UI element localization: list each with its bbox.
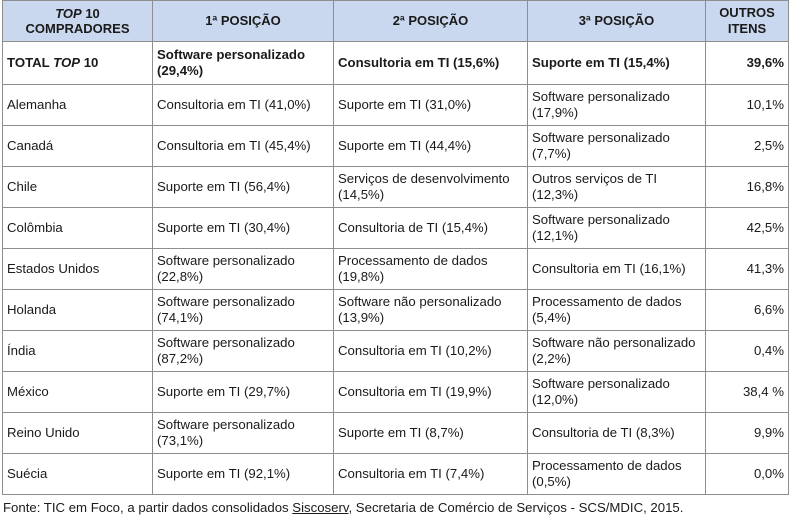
table-row: Chile Suporte em TI (56,4%) Serviços de de… — [2, 166, 789, 208]
posicao-3-cell: Software personalizado (12,0%) — [527, 371, 706, 413]
posicao-1-cell: Suporte em TI (30,4%) — [152, 207, 334, 249]
posicao-2-cell: Suporte em TI (44,4%) — [333, 125, 528, 167]
posicao-1-cell: Software personalizado (74,1%) — [152, 289, 334, 331]
posicao-3-cell: Processamento de dados (5,4%) — [527, 289, 706, 331]
posicao-3-cell: Software personalizado (7,7%) — [527, 125, 706, 167]
country-cell: Holanda — [2, 289, 153, 331]
total-posicao-1: Software personalizado (29,4%) — [152, 41, 334, 85]
outros-cell: 38,4 % — [705, 371, 789, 413]
outros-cell: 16,8% — [705, 166, 789, 208]
posicao-3-cell: Outros serviços de TI (12,3%) — [527, 166, 706, 208]
total-posicao-3: Suporte em TI (15,4%) — [527, 41, 706, 85]
posicao-3-cell: Software personalizado (17,9%) — [527, 84, 706, 126]
table-row: Colômbia Suporte em TI (30,4%) Consultoria… — [2, 207, 789, 249]
total-row: TOTAL TOP 10 Software personalizado (29,… — [2, 41, 789, 85]
country-cell: Índia — [2, 330, 153, 372]
table-row: Canadá Consultoria em TI (45,4%) Suporte e… — [2, 125, 789, 167]
country-cell: Alemanha — [2, 84, 153, 126]
country-cell: Canadá — [2, 125, 153, 167]
posicao-1-cell: Suporte em TI (92,1%) — [152, 453, 334, 495]
table-row: Holanda Software personalizado (74,1%) Sof… — [2, 289, 789, 331]
header-compradores-label: COMPRADORES — [25, 21, 130, 36]
posicao-2-cell: Consultoria em TI (10,2%) — [333, 330, 528, 372]
header-top-em: TOP — [55, 6, 82, 21]
top10-buyers-table: TOP 10 COMPRADORES 1ª POSIÇÃO 2ª POSIÇÃO… — [2, 0, 789, 495]
outros-cell: 0,0% — [705, 453, 789, 495]
outros-cell: 41,3% — [705, 248, 789, 290]
posicao-3-cell: Software personalizado (12,1%) — [527, 207, 706, 249]
posicao-1-cell: Suporte em TI (56,4%) — [152, 166, 334, 208]
table-row: México Suporte em TI (29,7%) Consultoria e… — [2, 371, 789, 413]
posicao-1-cell: Software personalizado (87,2%) — [152, 330, 334, 372]
header-posicao-1: 1ª POSIÇÃO — [152, 0, 334, 42]
table-row: Alemanha Consultoria em TI (41,0%) Suporte… — [2, 84, 789, 126]
posicao-1-cell: Software personalizado (22,8%) — [152, 248, 334, 290]
header-top-rest: 10 — [81, 6, 100, 21]
country-cell: Colômbia — [2, 207, 153, 249]
posicao-2-cell: Consultoria de TI (15,4%) — [333, 207, 528, 249]
outros-cell: 42,5% — [705, 207, 789, 249]
posicao-2-cell: Consultoria em TI (7,4%) — [333, 453, 528, 495]
country-cell: Estados Unidos — [2, 248, 153, 290]
outros-cell: 6,6% — [705, 289, 789, 331]
posicao-1-cell: Consultoria em TI (45,4%) — [152, 125, 334, 167]
posicao-2-cell: Suporte em TI (31,0%) — [333, 84, 528, 126]
country-cell: Reino Unido — [2, 412, 153, 454]
siscoserv-text: Siscoserv — [292, 500, 349, 515]
posicao-3-cell: Software não personalizado (2,2%) — [527, 330, 706, 372]
country-cell: México — [2, 371, 153, 413]
country-cell: Suécia — [2, 453, 153, 495]
outros-cell: 10,1% — [705, 84, 789, 126]
posicao-2-cell: Processamento de dados (19,8%) — [333, 248, 528, 290]
table-row: Reino Unido Software personalizado (73,1%… — [2, 412, 789, 454]
total-outros: 39,6% — [705, 41, 789, 85]
posicao-2-cell: Software não personalizado (13,9%) — [333, 289, 528, 331]
header-posicao-3: 3ª POSIÇÃO — [527, 0, 706, 42]
outros-cell: 0,4% — [705, 330, 789, 372]
table-row: Índia Software personalizado (87,2%) Consu… — [2, 330, 789, 372]
header-posicao-2: 2ª POSIÇÃO — [333, 0, 528, 42]
outros-cell: 9,9% — [705, 412, 789, 454]
posicao-2-cell: Consultoria em TI (19,9%) — [333, 371, 528, 413]
outros-cell: 2,5% — [705, 125, 789, 167]
header-outros-itens: OUTROS ITENS — [705, 0, 789, 42]
header-row: TOP 10 COMPRADORES 1ª POSIÇÃO 2ª POSIÇÃO… — [2, 0, 789, 42]
posicao-2-cell: Suporte em TI (8,7%) — [333, 412, 528, 454]
country-cell: Chile — [2, 166, 153, 208]
posicao-3-cell: Consultoria de TI (8,3%) — [527, 412, 706, 454]
source-note: Fonte: TIC em Foco, a partir dados conso… — [3, 500, 684, 515]
header-compradores: TOP 10 COMPRADORES — [2, 0, 153, 42]
posicao-1-cell: Software personalizado (73,1%) — [152, 412, 334, 454]
posicao-3-cell: Consultoria em TI (16,1%) — [527, 248, 706, 290]
posicao-2-cell: Serviços de desenvolvimento (14,5%) — [333, 166, 528, 208]
posicao-1-cell: Consultoria em TI (41,0%) — [152, 84, 334, 126]
table-row: Suécia Suporte em TI (92,1%) Consultoria e… — [2, 453, 789, 495]
total-label: TOTAL TOP 10 — [2, 41, 153, 85]
table-row: Estados Unidos Software personalizado (22… — [2, 248, 789, 290]
posicao-3-cell: Processamento de dados (0,5%) — [527, 453, 706, 495]
posicao-1-cell: Suporte em TI (29,7%) — [152, 371, 334, 413]
total-posicao-2: Consultoria em TI (15,6%) — [333, 41, 528, 85]
